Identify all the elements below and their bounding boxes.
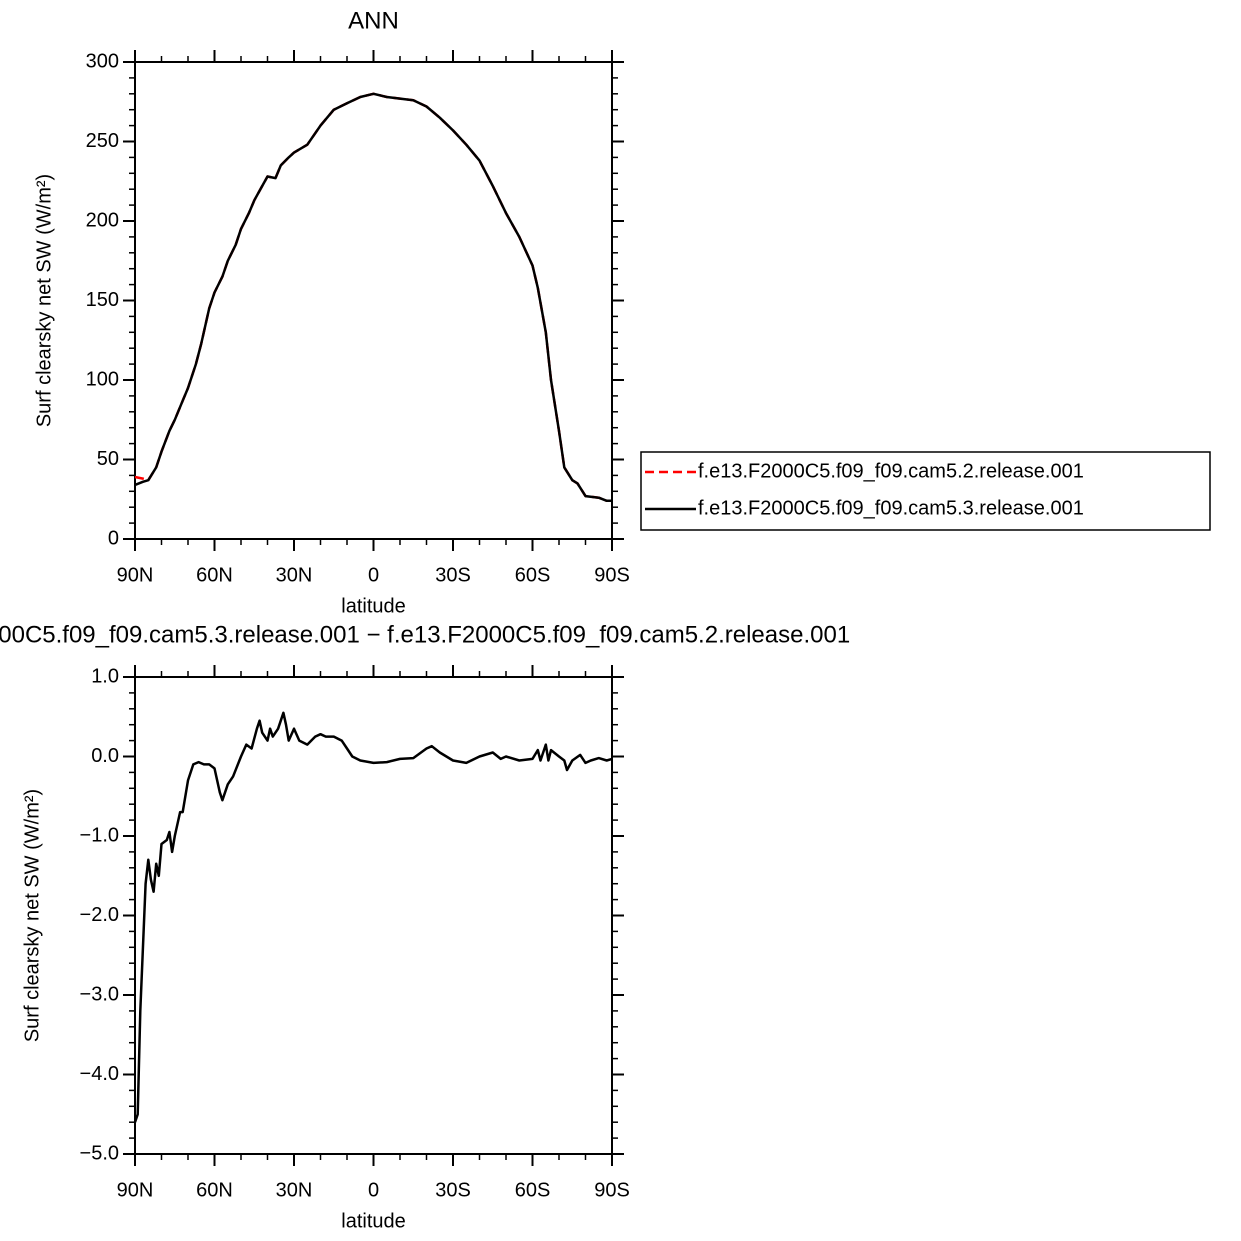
y-tick-label: 200 <box>86 209 119 231</box>
legend-label: f.e13.F2000C5.f09_f09.cam5.3.release.001 <box>698 497 1084 519</box>
x-tick-label: 90S <box>594 564 630 586</box>
y-tick-label: 300 <box>86 50 119 72</box>
chart-title: f.e13.F2000C5.f09_f09.cam5.3.release.001… <box>0 621 850 648</box>
y-axis-label: Surf clearsky net SW (W/m²) <box>33 174 55 427</box>
legend-label: f.e13.F2000C5.f09_f09.cam5.2.release.001 <box>698 460 1084 482</box>
y-tick-label: 150 <box>86 289 119 311</box>
x-tick-label: 60S <box>515 1179 551 1201</box>
y-tick-label: −3.0 <box>80 983 119 1005</box>
plot-frame <box>134 676 613 1155</box>
y-tick-label: −1.0 <box>80 824 119 846</box>
x-tick-label: 90N <box>117 564 154 586</box>
y-tick-label: 50 <box>97 448 119 470</box>
x-axis-label: latitude <box>341 595 406 617</box>
x-tick-label: 0 <box>368 1179 379 1201</box>
y-tick-label: 1.0 <box>91 665 119 687</box>
y-tick-label: 0.0 <box>91 745 119 767</box>
x-tick-label: 30S <box>435 564 471 586</box>
chart-title: ANN <box>348 7 399 34</box>
x-tick-label: 30S <box>435 1179 471 1201</box>
x-tick-label: 60S <box>515 564 551 586</box>
y-tick-label: 100 <box>86 368 119 390</box>
x-tick-label: 30N <box>276 1179 313 1201</box>
y-tick-label: −4.0 <box>80 1063 119 1085</box>
x-tick-label: 60N <box>196 1179 233 1201</box>
y-tick-label: 0 <box>108 527 119 549</box>
x-tick-label: 0 <box>368 564 379 586</box>
y-tick-label: −5.0 <box>80 1142 119 1164</box>
x-tick-label: 30N <box>276 564 313 586</box>
x-tick-label: 60N <box>196 564 233 586</box>
y-tick-label: 250 <box>86 130 119 152</box>
series-line <box>133 711 613 1123</box>
x-axis-label: latitude <box>341 1210 406 1232</box>
series-line <box>134 92 612 503</box>
y-axis-label: Surf clearsky net SW (W/m²) <box>21 789 43 1042</box>
x-tick-label: 90S <box>594 1179 630 1201</box>
legend-box <box>640 451 1211 531</box>
x-tick-label: 90N <box>117 1179 154 1201</box>
y-tick-label: −2.0 <box>80 904 119 926</box>
